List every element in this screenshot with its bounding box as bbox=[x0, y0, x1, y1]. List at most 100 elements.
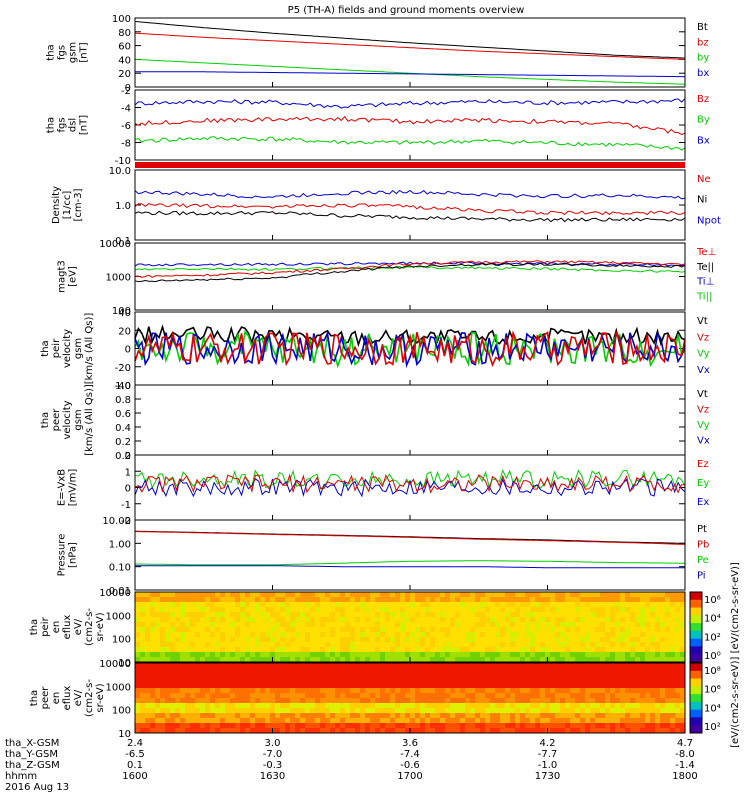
spec-cell bbox=[485, 657, 491, 663]
spec-cell bbox=[470, 612, 476, 618]
spec-cell bbox=[135, 602, 141, 608]
spec-cell bbox=[650, 703, 656, 709]
spec-cell bbox=[470, 703, 476, 709]
ytick-pressure-2: 0.10 bbox=[109, 563, 131, 574]
spec-cell bbox=[275, 592, 281, 598]
spec-cell bbox=[205, 683, 211, 689]
spec-cell bbox=[255, 597, 261, 603]
spec-cell bbox=[295, 693, 301, 699]
legend-pressure-Pe: Pe bbox=[697, 555, 709, 566]
spec-cell bbox=[675, 632, 681, 638]
spec-cell bbox=[325, 627, 331, 633]
spec-cell bbox=[435, 668, 441, 674]
spec-cell bbox=[310, 637, 316, 643]
spec-cell bbox=[470, 683, 476, 689]
spec-cell bbox=[435, 703, 441, 709]
spec-cell bbox=[235, 678, 241, 684]
spec-cell bbox=[380, 683, 386, 689]
spec-cell bbox=[350, 612, 356, 618]
spec-cell bbox=[460, 668, 466, 674]
spec-cell bbox=[275, 597, 281, 603]
spec-cell bbox=[550, 637, 556, 643]
ylabel-density-1: [1/cc] bbox=[62, 191, 73, 220]
spec-cell bbox=[520, 632, 526, 638]
spec-cell bbox=[525, 708, 531, 714]
spec-cell bbox=[540, 678, 546, 684]
spec-cell bbox=[580, 673, 586, 679]
spec-cell bbox=[475, 647, 481, 653]
spec-cell bbox=[530, 657, 536, 663]
spec-cell bbox=[580, 728, 586, 734]
spec-cell bbox=[420, 622, 426, 628]
spec-cell bbox=[585, 693, 591, 699]
spec-cell bbox=[135, 708, 141, 714]
spec-cell bbox=[650, 607, 656, 613]
spec-cell bbox=[565, 718, 571, 724]
spec-cell bbox=[580, 642, 586, 648]
spec-cell bbox=[680, 657, 686, 663]
spec-cell bbox=[345, 693, 351, 699]
spec-cell bbox=[595, 597, 601, 603]
spec-cell bbox=[300, 728, 306, 734]
spec-cell bbox=[530, 622, 536, 628]
spec-cell bbox=[545, 678, 551, 684]
spec-cell bbox=[505, 637, 511, 643]
spec-cell bbox=[675, 617, 681, 623]
spec-cell bbox=[310, 698, 316, 704]
spec-cell bbox=[670, 728, 676, 734]
spec-cell bbox=[445, 597, 451, 603]
spec-cell bbox=[480, 723, 486, 729]
spec-cell bbox=[595, 703, 601, 709]
spec-cell bbox=[660, 718, 666, 724]
spec-cell bbox=[675, 647, 681, 653]
spec-cell bbox=[330, 612, 336, 618]
spec-cell bbox=[580, 652, 586, 658]
spec-cell bbox=[600, 718, 606, 724]
spec-cell bbox=[470, 627, 476, 633]
spec-cell bbox=[495, 713, 501, 719]
spec-cell bbox=[460, 683, 466, 689]
spec-cell bbox=[535, 678, 541, 684]
spec-cell bbox=[490, 592, 496, 598]
spec-cell bbox=[235, 602, 241, 608]
spec-cell bbox=[455, 657, 461, 663]
spec-cell bbox=[235, 683, 241, 689]
spec-cell bbox=[210, 698, 216, 704]
spec-cell bbox=[205, 642, 211, 648]
spec-cell bbox=[390, 663, 396, 669]
spec-cell bbox=[465, 713, 471, 719]
spec-cell bbox=[285, 602, 291, 608]
spec-cell bbox=[200, 678, 206, 684]
spec-cell bbox=[650, 723, 656, 729]
spec-cell bbox=[430, 592, 436, 598]
spec-cell bbox=[565, 693, 571, 699]
spec-cell bbox=[155, 708, 161, 714]
spec-cell bbox=[505, 642, 511, 648]
spec-cell bbox=[205, 637, 211, 643]
spec-cell bbox=[600, 723, 606, 729]
spec-cell bbox=[355, 693, 361, 699]
colorbar-swatch bbox=[690, 607, 702, 616]
spec-cell bbox=[320, 647, 326, 653]
spec-cell bbox=[245, 657, 251, 663]
legend-fgs_gsm-Bt: Bt bbox=[697, 22, 708, 33]
spec-cell bbox=[425, 728, 431, 734]
spec-cell bbox=[680, 602, 686, 608]
ytick-pressure-1: 1.00 bbox=[109, 539, 131, 550]
spec-cell bbox=[155, 668, 161, 674]
spec-cell bbox=[475, 652, 481, 658]
spec-cell bbox=[385, 693, 391, 699]
spec-cell bbox=[620, 668, 626, 674]
spec-cell bbox=[220, 592, 226, 598]
spec-cell bbox=[655, 657, 661, 663]
spec-cell bbox=[545, 693, 551, 699]
spec-cell bbox=[235, 617, 241, 623]
spec-cell bbox=[465, 632, 471, 638]
spec-cell bbox=[435, 657, 441, 663]
spec-cell bbox=[510, 632, 516, 638]
spec-cell bbox=[265, 723, 271, 729]
spec-cell bbox=[195, 627, 201, 633]
spec-cell bbox=[650, 713, 656, 719]
ytick-peer_velocity-3: 0.4 bbox=[115, 423, 131, 434]
